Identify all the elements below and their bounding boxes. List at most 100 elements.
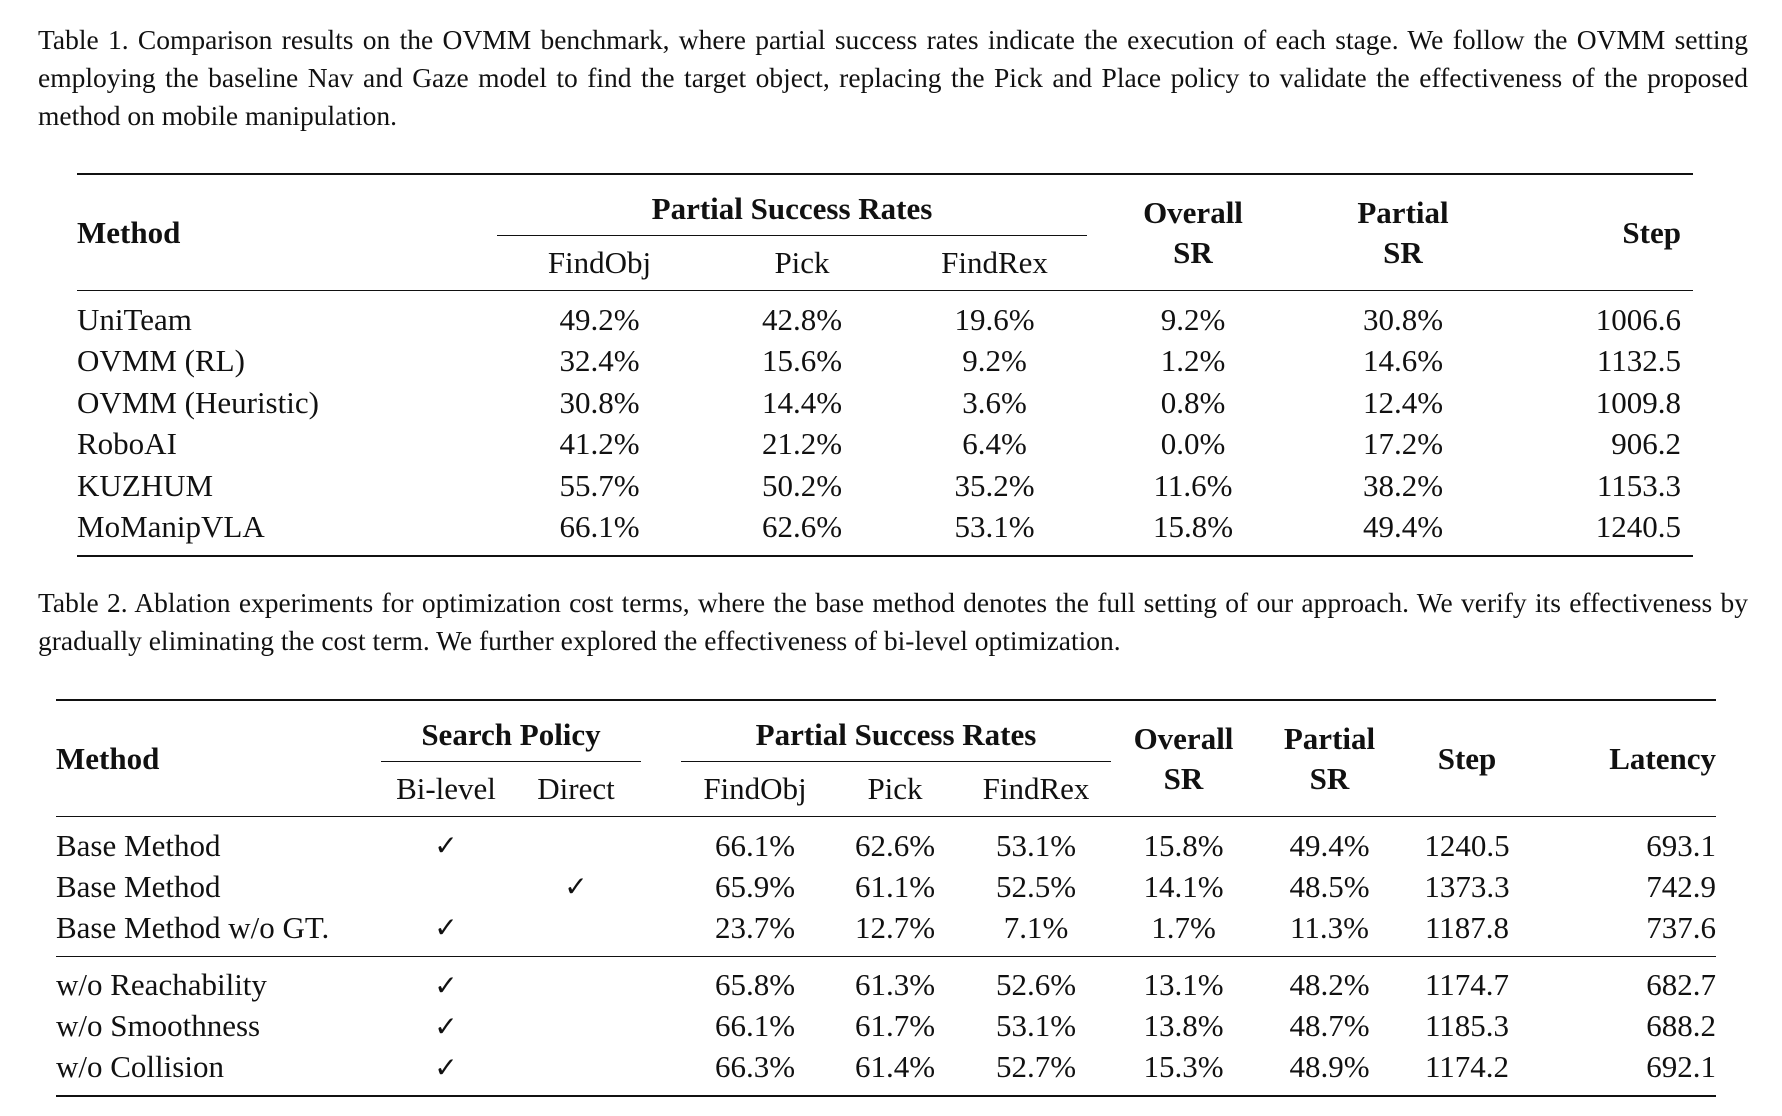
t1-header-partial-group: Partial Success Rates — [651, 191, 933, 226]
t1-cell-pick: 14.4% — [761, 384, 843, 420]
t2-header-search-group: Search Policy — [421, 717, 601, 752]
t2-cell-method: w/o Smoothness — [56, 1008, 261, 1043]
t1-cell-findobj: 30.8% — [559, 384, 640, 420]
t1-cell-findobj: 32.4% — [559, 343, 640, 379]
t2-cell-direct — [511, 1006, 641, 1047]
t2-cell-step: 1174.2 — [1424, 1049, 1510, 1084]
table1: Method Partial Success Rates Overall SR P… — [77, 173, 1693, 558]
t2-cell-findobj: 23.7% — [714, 909, 796, 945]
t2-cell-pick: 61.3% — [854, 967, 936, 1002]
t2-cell-method: Base Method w/o GT. — [56, 909, 330, 945]
t2-header-step: Step — [1437, 740, 1497, 776]
table-row: Base Method ✓ 65.9% 61.1% 52.5% 14.1% 48.5% 137… — [56, 866, 1716, 907]
t2-cell-bilevel: ✓ — [434, 1050, 458, 1084]
table-row: w/o Reachability ✓ 65.8% 61.3% 52.6% 13.1% 48.… — [56, 965, 1716, 1006]
t2-cell-findrex: 52.6% — [995, 967, 1077, 1002]
t2-header-partial-sr: Partial SR — [1283, 720, 1376, 796]
table1-caption: Table 1. Comparison results on the OVMM … — [38, 24, 1748, 131]
t2-cell-partial: 48.2% — [1289, 967, 1370, 1002]
t1-cell-pick: 21.2% — [761, 426, 843, 462]
t1-cell-overall: 15.8% — [1152, 509, 1234, 545]
table-row: MoManipVLA 66.1% 62.6% 53.1% 15.8% 49.4% 1240.… — [77, 507, 1693, 549]
t2-cell-bilevel: ✓ — [434, 911, 458, 944]
t2-spacer — [641, 825, 681, 866]
t2-header-overall: Overall SR — [1133, 720, 1234, 796]
t2-cell-partial: 48.7% — [1289, 1008, 1370, 1043]
t2-spacer — [641, 1006, 681, 1047]
t2-cell-pick: 61.1% — [854, 868, 936, 904]
t1-cell-overall: 1.2% — [1160, 343, 1226, 379]
t2-cell-method: w/o Reachability — [56, 967, 267, 1002]
t1-cell-method: UniTeam — [77, 301, 192, 337]
t2-cell-method: Base Method — [56, 868, 221, 904]
t2-cell-partial: 48.9% — [1289, 1049, 1370, 1084]
t1-cell-findrex: 53.1% — [954, 509, 1035, 545]
t2-header-method: Method — [56, 740, 160, 776]
t1-cell-step: 1006.6 — [1595, 301, 1681, 337]
t1-cell-partial: 12.4% — [1362, 384, 1444, 420]
t2-cell-step: 1373.3 — [1424, 868, 1510, 904]
t2-cell-direct: ✓ — [564, 870, 588, 903]
t2-cell-findrex: 53.1% — [995, 1008, 1077, 1043]
t1-cell-step: 906.2 — [1611, 426, 1681, 462]
t2-cell-step: 1187.8 — [1424, 909, 1510, 945]
t1-cell-partial: 14.6% — [1362, 343, 1444, 379]
t1-cell-step: 1240.5 — [1595, 509, 1681, 545]
t2-cell-method: w/o Collision — [56, 1049, 224, 1084]
table-row: Base Method w/o GT. ✓ 23.7% 12.7% 7.1% 1.7% 11… — [56, 907, 1716, 948]
t2-cell-pick: 61.4% — [854, 1049, 936, 1084]
t2-cell-bilevel — [381, 866, 511, 907]
t2-cell-step: 1240.5 — [1424, 827, 1510, 863]
t1-cell-overall: 11.6% — [1153, 467, 1233, 503]
t2-cell-latency: 688.2 — [1646, 1008, 1716, 1043]
table-row: KUZHUM 55.7% 50.2% 35.2% 11.6% 38.2% 1153.3 — [77, 465, 1693, 507]
t1-header-findobj: FindObj — [497, 235, 702, 291]
table-row: RoboAI 41.2% 21.2% 6.4% 0.0% 17.2% 906.2 — [77, 424, 1693, 466]
t2-cell-overall: 13.1% — [1143, 967, 1224, 1002]
t1-cell-method: KUZHUM — [77, 467, 214, 503]
t1-cell-method: RoboAI — [77, 426, 177, 462]
t1-cell-method: OVMM (RL) — [77, 343, 245, 379]
t1-header-step: Step — [1622, 214, 1681, 250]
t1-cell-partial: 17.2% — [1362, 426, 1444, 462]
t2-header-findobj: FindObj — [681, 761, 829, 817]
t2-cell-partial: 48.5% — [1289, 868, 1370, 904]
t1-cell-pick: 50.2% — [761, 467, 843, 503]
t1-cell-findrex: 35.2% — [954, 467, 1035, 503]
t1-cell-findobj: 55.7% — [559, 467, 640, 503]
t1-cell-findrex: 19.6% — [954, 301, 1035, 337]
t2-cell-direct — [511, 825, 641, 866]
t2-cell-overall: 13.8% — [1143, 1008, 1224, 1043]
t2-cell-partial: 11.3% — [1290, 909, 1369, 945]
t2-cell-latency: 742.9 — [1646, 868, 1716, 904]
t2-cell-bilevel: ✓ — [434, 968, 458, 1002]
t2-cell-findrex: 7.1% — [1003, 909, 1069, 945]
t2-cell-latency: 737.6 — [1646, 909, 1716, 945]
t1-cell-step: 1153.3 — [1596, 467, 1681, 503]
table-row: OVMM (RL) 32.4% 15.6% 9.2% 1.2% 14.6% 1132.5 — [77, 341, 1693, 383]
t1-header-pick: Pick — [702, 235, 902, 291]
t1-header-overall: Overall SR — [1143, 194, 1243, 270]
t2-cell-direct — [511, 965, 641, 1006]
t2-cell-direct — [511, 907, 641, 948]
t2-cell-method: Base Method — [56, 827, 221, 863]
t1-cell-overall: 0.8% — [1160, 384, 1226, 420]
t2-cell-pick: 61.7% — [854, 1008, 936, 1043]
t1-cell-findrex: 3.6% — [962, 384, 1027, 420]
t1-cell-partial: 30.8% — [1362, 301, 1444, 337]
t1-cell-partial: 49.4% — [1362, 509, 1444, 545]
t2-spacer — [641, 1047, 681, 1088]
table-row: OVMM (Heuristic) 30.8% 14.4% 3.6% 0.8% 12.4% 1… — [77, 382, 1693, 424]
t2-cell-findobj: 66.3% — [714, 1049, 796, 1084]
t2-cell-bilevel: ✓ — [434, 1009, 458, 1043]
t1-cell-pick: 15.6% — [761, 343, 843, 379]
t2-cell-latency: 693.1 — [1646, 827, 1716, 863]
t2-cell-overall: 15.8% — [1143, 827, 1224, 863]
t1-cell-pick: 42.8% — [761, 301, 843, 337]
t2-cell-overall: 15.3% — [1143, 1049, 1224, 1084]
t2-cell-step: 1174.7 — [1424, 967, 1510, 1002]
t2-header-bilevel: Bi-level — [381, 761, 511, 817]
t2-header-pick: Pick — [829, 761, 961, 817]
t2-cell-step: 1185.3 — [1424, 1008, 1510, 1043]
t1-cell-findobj: 66.1% — [559, 509, 640, 545]
